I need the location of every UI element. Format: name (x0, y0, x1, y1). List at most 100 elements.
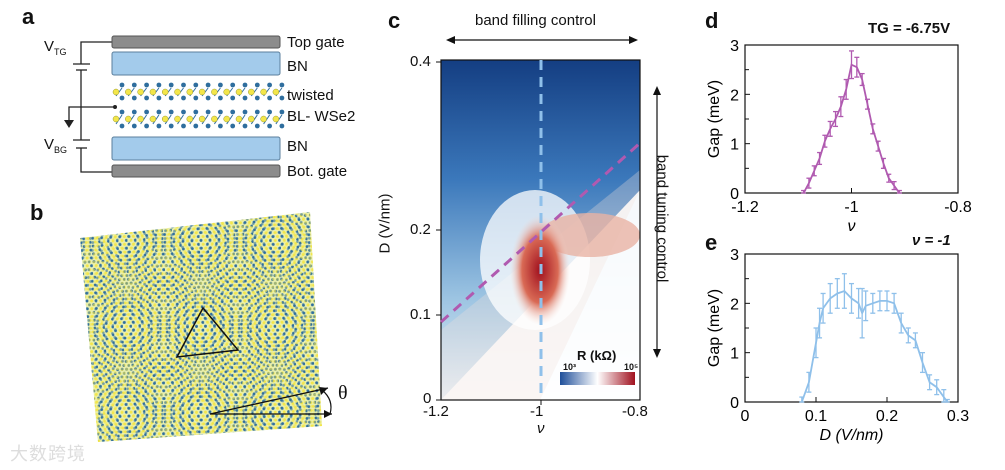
atom (223, 88, 230, 96)
arrow-icon (64, 120, 74, 128)
atom (174, 115, 181, 123)
panel-label-e: e (705, 230, 718, 255)
atom (235, 115, 243, 123)
atom (144, 82, 150, 88)
atom (230, 109, 236, 115)
watermark: 大数跨境 (10, 444, 86, 464)
atom (156, 109, 162, 115)
panel-label-a: a (22, 4, 35, 29)
layer-label: BL- WSe2 (287, 108, 356, 125)
atom (119, 82, 125, 88)
vbg-label: VBG (44, 136, 68, 155)
ytick-label: 3 (730, 247, 739, 264)
atom (242, 95, 248, 101)
atom (193, 109, 199, 115)
c-ytick: 0.1 (410, 306, 431, 323)
atom (181, 123, 186, 129)
atom (168, 95, 174, 101)
atom (218, 95, 223, 101)
atom (161, 115, 169, 123)
atom (174, 88, 181, 96)
band-tuning-label: band tuning control (653, 154, 671, 283)
moire-lattice (80, 212, 332, 442)
atom (131, 82, 137, 88)
atom (267, 123, 272, 129)
xtick-label: -1 (844, 199, 858, 216)
colorbar-min: 10³ (563, 362, 577, 372)
atom (119, 109, 125, 115)
atom (205, 123, 211, 129)
layer-label: BN (287, 138, 308, 155)
layer-label: Top gate (287, 34, 345, 51)
panel-label-c: c (388, 8, 401, 33)
atom (279, 109, 285, 115)
atom (186, 115, 194, 123)
e-title: ν = -1 (912, 232, 951, 249)
atom (218, 82, 223, 88)
xtick-label: 0.2 (876, 408, 898, 425)
ytick-label: 3 (730, 38, 739, 55)
y-axis-label: Gap (meV) (706, 80, 723, 158)
atom (131, 109, 137, 115)
panel-label-b: b (30, 200, 44, 225)
xtick-label: -0.8 (944, 199, 972, 216)
atom (230, 82, 236, 88)
band-filling-label: band filling control (475, 12, 596, 29)
plot-frame (744, 253, 959, 403)
atom (248, 115, 255, 123)
atom (181, 109, 186, 115)
c-ytick: 0 (423, 390, 432, 407)
bn-top-layer (111, 51, 281, 76)
atom (198, 115, 206, 123)
atom (254, 109, 260, 115)
atom (125, 88, 132, 96)
ytick-label: 2 (730, 296, 739, 313)
atom (254, 95, 260, 101)
atom (279, 123, 285, 129)
atom (230, 123, 236, 129)
c-ytick: 0.4 (410, 53, 431, 70)
c-xtick: -1.2 (423, 403, 449, 420)
atom (235, 88, 243, 96)
moire-unit-triangle (175, 306, 240, 358)
colorbar (560, 372, 635, 385)
atom (260, 88, 267, 96)
c-xtick: -0.8 (622, 403, 648, 420)
atom (193, 95, 199, 101)
xtick-label: 0 (741, 408, 750, 425)
atom (144, 123, 150, 129)
atom (242, 123, 248, 129)
atom (186, 88, 194, 96)
atom (260, 115, 267, 123)
atom (272, 115, 280, 123)
atom (156, 95, 162, 101)
atom (248, 88, 255, 96)
atom (181, 82, 186, 88)
atom (156, 82, 162, 88)
atom (242, 109, 248, 115)
atom (279, 82, 285, 88)
vtg-label: VTG (44, 38, 67, 57)
xtick-label: 0.1 (805, 408, 827, 425)
atom (168, 109, 174, 115)
atom (205, 95, 211, 101)
atom (198, 88, 206, 96)
atom (211, 88, 218, 96)
bottom-gate-layer (111, 164, 281, 178)
x-axis-label: D (V/nm) (820, 427, 884, 444)
theta-label: θ (338, 382, 348, 404)
wse2-bilayer (112, 82, 285, 129)
atom (267, 82, 272, 88)
atom (272, 88, 280, 96)
atom (156, 123, 162, 129)
c-ylabel: D (V/nm) (376, 193, 394, 254)
ytick-label: 1 (730, 346, 739, 363)
c-ytick: 0.2 (410, 221, 431, 238)
atom (218, 109, 223, 115)
atom (230, 95, 236, 101)
atom (223, 115, 230, 123)
atom (125, 115, 132, 123)
c-xlabel: ν (537, 420, 545, 437)
atom (267, 95, 272, 101)
